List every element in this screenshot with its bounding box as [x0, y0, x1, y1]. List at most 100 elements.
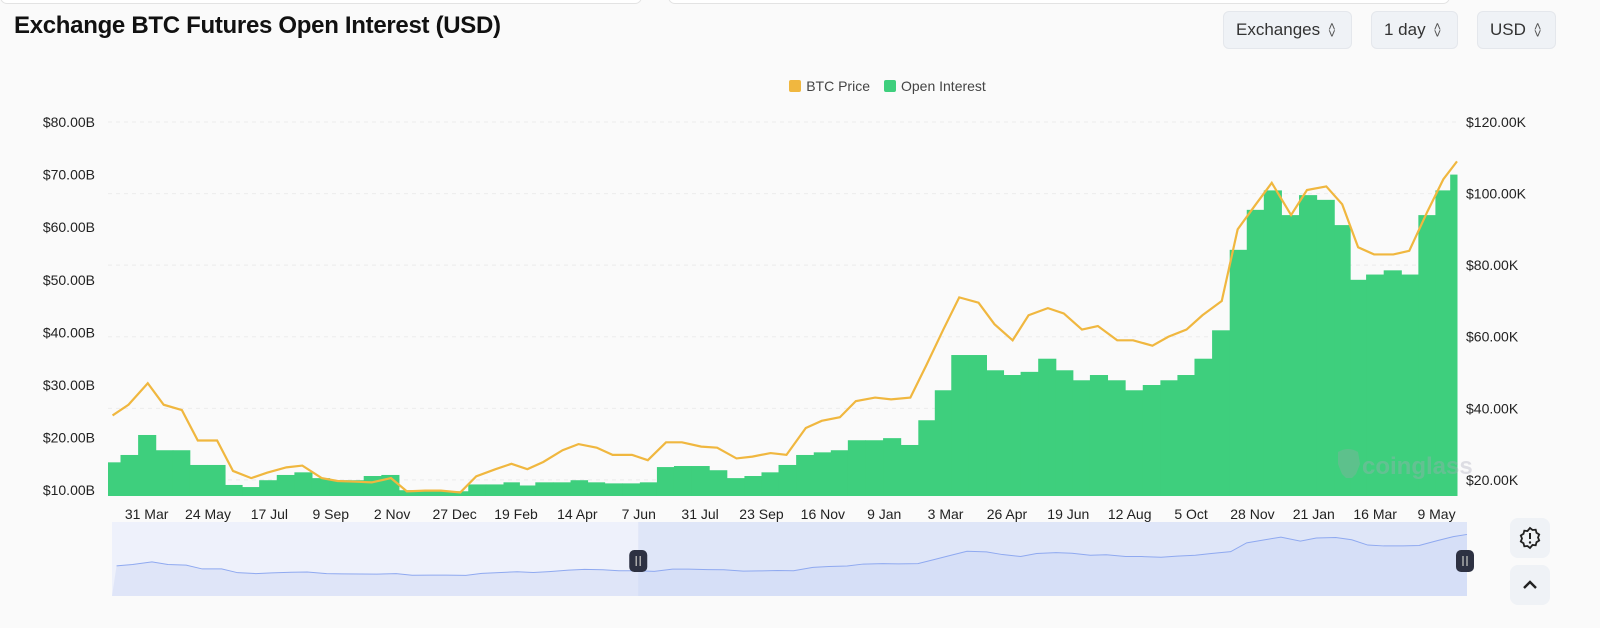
open-interest-bar [1038, 358, 1057, 496]
open-interest-bar [259, 480, 278, 496]
open-interest-bar [622, 483, 641, 496]
left-axis-tick-label: $20.00B [43, 430, 95, 446]
open-interest-bar [138, 434, 157, 496]
open-interest-bar [108, 462, 122, 496]
open-interest-bar [1401, 274, 1419, 496]
right-axis-tick-label: $100.00K [1466, 186, 1527, 202]
x-axis-tick-label: 7 Jun [622, 506, 656, 522]
right-axis-tick-label: $20.00K [1466, 472, 1519, 488]
legend-item-btc-price[interactable]: BTC Price [614, 78, 870, 94]
chevron-updown-icon: ˄ ˅ [1328, 19, 1336, 41]
x-axis-tick-label: 28 Nov [1230, 506, 1274, 522]
x-axis-tick-label: 19 Jun [1047, 506, 1089, 522]
open-interest-bar [883, 438, 902, 496]
grid [108, 121, 1457, 481]
navigator [112, 522, 1474, 596]
open-interest-bars [108, 174, 1458, 497]
open-interest-bar [1316, 199, 1335, 496]
navigator-handle[interactable] [629, 550, 648, 572]
exchanges-select[interactable]: Exchanges ˄ ˅ [1223, 11, 1352, 49]
x-axis: 31 Mar 24 May 17 Jul 9 Sep 2 Nov 27 Dec 19 Feb… [125, 506, 1456, 522]
legend-swatch [883, 80, 896, 92]
open-interest-bar [519, 485, 536, 496]
x-axis-tick-label: 2 Nov [374, 506, 411, 522]
open-interest-bar [276, 474, 295, 496]
interval-select[interactable]: 1 day ˄ ˅ [1371, 11, 1458, 49]
open-interest-bar [363, 476, 382, 496]
open-interest-bar [1125, 390, 1144, 496]
scroll-top-button[interactable] [1510, 565, 1550, 605]
right-axis-tick-label: $120.00K [1466, 114, 1527, 130]
legend-item-open-interest[interactable]: Open Interest [883, 78, 986, 94]
legend-label: BTC Price [806, 78, 870, 94]
open-interest-bar [900, 444, 919, 496]
open-interest-bar [450, 491, 469, 496]
navigator-area [112, 534, 1467, 596]
left-axis-tick-label: $30.00B [43, 377, 95, 393]
open-interest-bar [813, 452, 832, 496]
x-axis-tick-label: 12 Aug [1108, 506, 1152, 522]
open-interest-bar [1212, 330, 1231, 496]
open-interest-bar [986, 370, 1005, 496]
open-interest-bar [1350, 279, 1367, 496]
open-interest-bar [726, 478, 745, 496]
watermark-text: coinglass [1362, 453, 1473, 480]
open-interest-bar [587, 482, 606, 496]
open-interest-bar [968, 355, 987, 496]
navigator-selected-range [638, 522, 1467, 596]
currency-select-value: USD [1490, 20, 1526, 39]
x-axis-tick-label: 19 Feb [494, 506, 538, 522]
left-axis-tick-label: $80.00B [43, 114, 95, 130]
open-interest-bar [1229, 249, 1248, 496]
exchanges-select-value: Exchanges [1236, 20, 1321, 39]
x-axis-tick-label: 17 Jul [251, 506, 288, 522]
open-interest-bar [1003, 375, 1022, 496]
navigator-background [112, 522, 1467, 596]
open-interest-bar [1334, 225, 1351, 496]
legend-label: Open Interest [900, 78, 986, 94]
x-axis-tick-label: 9 Jan [867, 506, 901, 522]
open-interest-bar [1366, 274, 1385, 496]
x-axis-tick-label: 23 Sep [739, 506, 784, 522]
open-interest-bar [604, 483, 623, 496]
left-axis-tick-label: $40.00B [43, 324, 95, 340]
x-axis-tick-label: 31 Jul [681, 506, 718, 522]
legend-swatch [789, 80, 802, 92]
x-axis-tick-label: 9 Sep [312, 506, 349, 522]
open-interest-bar [381, 474, 400, 496]
x-axis-tick-label: 14 Apr [557, 506, 598, 522]
open-interest-bar [1020, 371, 1039, 496]
left-axis-tick-label: $10.00B [43, 482, 95, 498]
x-axis-tick-label: 16 Mar [1353, 506, 1397, 522]
chart-legend: BTC Price Open Interest [0, 78, 1600, 94]
right-axis-tick-label: $80.00K [1466, 257, 1519, 273]
open-interest-bar [673, 466, 693, 496]
open-interest-bar [918, 420, 936, 496]
alert-badge-icon [1519, 526, 1541, 550]
left-axis-tick-label: $60.00B [43, 219, 95, 235]
x-axis-tick-label: 9 May [1417, 506, 1455, 522]
navigator-handle[interactable] [1456, 550, 1474, 572]
x-axis-tick-label: 5 Oct [1174, 506, 1208, 522]
open-interest-bar [951, 355, 970, 496]
open-interest-bar [796, 454, 815, 496]
top-input-left [0, 0, 642, 4]
right-axis-tick-label: $40.00K [1466, 400, 1519, 416]
open-interest-bar [709, 470, 728, 496]
open-interest-bar [1089, 375, 1109, 496]
open-interest-bar [847, 440, 866, 496]
open-interest-bar [691, 466, 710, 496]
open-interest-bar [120, 454, 139, 496]
coinglass-logo [1338, 449, 1360, 478]
watermark: coinglass [1338, 449, 1473, 480]
left-axis: $10.00B $20.00B $30.00B $40.00B $50.00B $60.0… [43, 114, 95, 498]
open-interest-bar [552, 482, 572, 496]
chevron-updown-icon: ˄ ˅ [1433, 19, 1442, 41]
currency-select[interactable]: USD ˄ ˅ [1477, 11, 1556, 49]
alert-button[interactable] [1510, 518, 1550, 558]
open-interest-bar [1263, 190, 1282, 496]
open-interest-bar [189, 464, 208, 496]
open-interest-bar [468, 484, 487, 496]
left-axis-tick-label: $50.00B [43, 272, 95, 288]
open-interest-bar [1450, 174, 1458, 496]
